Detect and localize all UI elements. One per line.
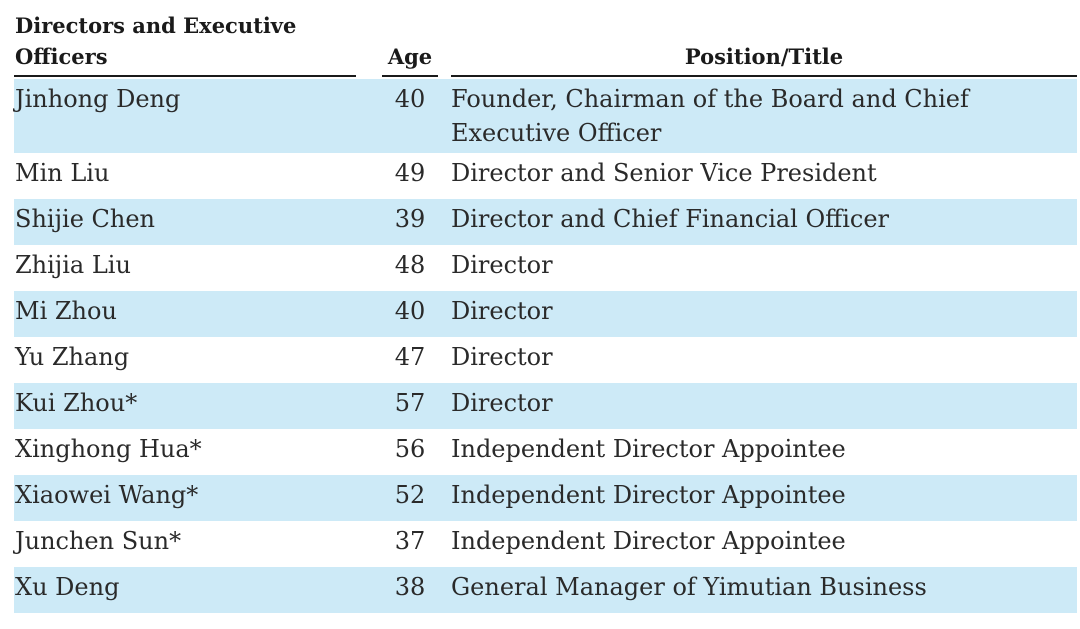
- cell-age: 52: [394, 481, 426, 509]
- cell-name: Xinghong Hua*: [15, 435, 202, 463]
- table-row: Jinhong Deng 40 Founder, Chairman of the…: [14, 79, 1077, 153]
- table-header: Directors and Executive Officers Age Pos…: [14, 0, 1077, 79]
- cell-name: Min Liu: [15, 159, 110, 187]
- header-rule-age: [382, 75, 438, 77]
- table-row: Xu Deng 38 General Manager of Yimutian B…: [14, 567, 1077, 613]
- cell-position: Director: [451, 343, 553, 371]
- table-row: Xiaowei Wang* 52 Independent Director Ap…: [14, 475, 1077, 521]
- cell-age: 38: [394, 573, 426, 601]
- cell-position: Independent Director Appointee: [451, 435, 846, 463]
- cell-name: Mi Zhou: [15, 297, 117, 325]
- table-row: Min Liu 49 Director and Senior Vice Pres…: [14, 153, 1077, 199]
- directors-table: Directors and Executive Officers Age Pos…: [14, 0, 1077, 613]
- cell-age: 56: [394, 435, 426, 463]
- cell-age: 40: [394, 297, 426, 325]
- cell-age: 57: [394, 389, 426, 417]
- table-row: Junchen Sun* 37 Independent Director App…: [14, 521, 1077, 567]
- cell-age: 39: [394, 205, 426, 233]
- cell-position: Director and Chief Financial Officer: [451, 205, 889, 233]
- cell-position: Independent Director Appointee: [451, 481, 846, 509]
- cell-age: 48: [394, 251, 426, 279]
- header-rule-name: [14, 75, 356, 77]
- cell-name: Yu Zhang: [15, 343, 130, 371]
- cell-name: Xu Deng: [15, 573, 120, 601]
- header-rule-position: [451, 75, 1077, 77]
- header-age: Age: [387, 44, 433, 69]
- table-row: Xinghong Hua* 56 Independent Director Ap…: [14, 429, 1077, 475]
- header-directors-officers: Directors and Executive Officers: [15, 13, 297, 69]
- cell-position: Director and Senior Vice President: [451, 159, 877, 187]
- cell-age: 47: [394, 343, 426, 371]
- table-row: Kui Zhou* 57 Director: [14, 383, 1077, 429]
- cell-name: Xiaowei Wang*: [15, 481, 199, 509]
- cell-position: Independent Director Appointee: [451, 527, 846, 555]
- cell-age: 40: [394, 85, 426, 113]
- cell-name: Zhijia Liu: [15, 251, 131, 279]
- cell-position: Director: [451, 251, 553, 279]
- cell-name: Jinhong Deng: [15, 85, 181, 113]
- header-position-title: Position/Title: [684, 44, 844, 69]
- cell-name: Kui Zhou*: [15, 389, 138, 417]
- table-row: Zhijia Liu 48 Director: [14, 245, 1077, 291]
- cell-position: General Manager of Yimutian Business: [451, 573, 927, 601]
- table-row: Yu Zhang 47 Director: [14, 337, 1077, 383]
- cell-name: Junchen Sun*: [15, 527, 182, 555]
- cell-position: Founder, Chairman of the Board and Chief…: [451, 85, 969, 147]
- cell-position: Director: [451, 297, 553, 325]
- cell-age: 49: [394, 159, 426, 187]
- cell-age: 37: [394, 527, 426, 555]
- cell-position: Director: [451, 389, 553, 417]
- table-row: Mi Zhou 40 Director: [14, 291, 1077, 337]
- cell-name: Shijie Chen: [15, 205, 156, 233]
- table-row: Shijie Chen 39 Director and Chief Financ…: [14, 199, 1077, 245]
